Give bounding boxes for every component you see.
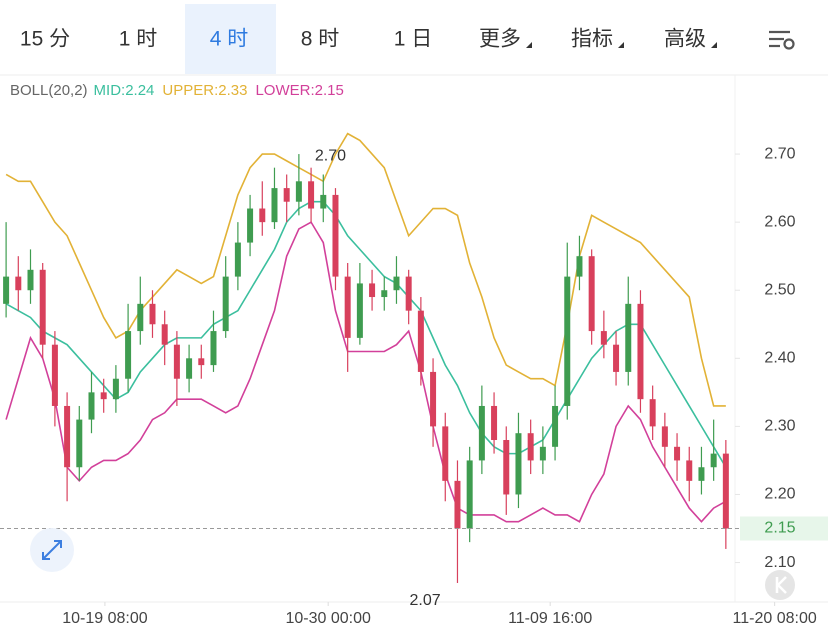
tab[interactable]: 15 分 — [20, 28, 70, 51]
settings-icon[interactable] — [769, 30, 795, 50]
candle-body — [454, 480, 461, 529]
candle-body — [247, 208, 254, 243]
candle-body — [600, 331, 607, 345]
x-tick-label: 11-20 08:00 — [733, 610, 817, 627]
candle-body — [88, 392, 95, 420]
candle-body — [186, 358, 193, 379]
candle-body — [552, 405, 559, 447]
y-tick-label: 2.70 — [764, 145, 795, 162]
candle-body — [527, 433, 534, 461]
candle-body — [369, 283, 376, 298]
candle-body — [503, 440, 510, 495]
candle-body — [405, 276, 412, 311]
candle-body — [637, 303, 644, 400]
candle-body — [210, 331, 217, 366]
candle-body — [3, 276, 10, 304]
candle-body — [283, 188, 290, 202]
y-tick-label: 2.40 — [764, 350, 795, 367]
candle-body — [15, 276, 22, 291]
candle-body — [466, 460, 473, 529]
candle-body — [417, 310, 424, 372]
legend: BOLL(20,2) MID:2.24 UPPER:2.33 LOWER:2.15 — [10, 82, 344, 99]
candle-body — [51, 344, 58, 406]
candle-body — [613, 344, 620, 372]
tab[interactable]: 4 时 — [210, 28, 249, 51]
dropdown-caret — [618, 42, 624, 48]
candle-body — [125, 331, 132, 379]
x-tick-label: 10-19 08:00 — [62, 610, 148, 627]
y-tick-label: 2.30 — [764, 418, 795, 435]
candle-body — [381, 290, 388, 298]
candle-body — [344, 276, 351, 338]
candle-body — [430, 371, 437, 427]
candle-body — [222, 276, 229, 332]
dropdown-caret — [711, 42, 717, 48]
candle-body — [478, 405, 485, 461]
candle-body — [393, 276, 400, 291]
reset-button[interactable] — [765, 570, 795, 600]
last-price-box — [740, 516, 828, 541]
candle-body — [308, 181, 315, 209]
candle-body — [686, 460, 693, 481]
tab[interactable]: 更多 — [479, 28, 521, 51]
candle-body — [271, 188, 278, 223]
candle-body — [515, 433, 522, 495]
candle-body — [539, 446, 546, 461]
candle-body — [27, 269, 34, 291]
candle-body — [161, 324, 168, 345]
candle-body — [112, 378, 119, 400]
candle-body — [234, 242, 241, 277]
candle-body — [320, 194, 327, 209]
candle-body — [588, 256, 595, 332]
last-price-label: 2.15 — [764, 520, 795, 537]
candle-body — [76, 419, 83, 468]
candle-body — [576, 256, 583, 277]
candle-body — [295, 181, 302, 202]
plot: 2.10 2.20 2.30 2.40 2.50 2.60 2.70 10-19 08:00 1… — [0, 132, 828, 627]
candle-body — [661, 426, 668, 447]
extreme-label: 2.70 — [315, 147, 346, 164]
x-tick-label: 10-30 00:00 — [285, 610, 371, 627]
dropdown-caret — [526, 42, 532, 48]
candle-body — [332, 194, 339, 277]
tab-bar: 15 分 1 时 4 时 8 时 1 日 更多 指标 高级 — [20, 4, 717, 74]
active-tab-bg — [185, 4, 276, 74]
tab[interactable]: 8 时 — [301, 28, 340, 51]
y-tick-label: 2.10 — [764, 554, 795, 571]
candle-body — [625, 303, 632, 372]
tab[interactable]: 高级 — [664, 28, 706, 51]
candle-body — [722, 453, 729, 529]
candle-body — [39, 269, 46, 345]
candle-body — [564, 276, 571, 406]
legend-entry: MID:2.24 — [94, 82, 155, 99]
candle-body — [491, 405, 498, 441]
tab[interactable]: 1 日 — [394, 28, 433, 51]
candle-body — [64, 405, 71, 468]
legend-entry: LOWER:2.15 — [255, 82, 343, 99]
candle-body — [698, 467, 705, 481]
candle-body — [137, 303, 144, 332]
x-tick-label: 11-09 16:00 — [508, 610, 592, 627]
band-line — [5, 221, 727, 523]
candle-body — [442, 426, 449, 481]
y-tick-label: 2.60 — [764, 213, 795, 230]
legend-entry: UPPER:2.33 — [162, 82, 247, 99]
expand-button[interactable] — [30, 528, 74, 572]
candle-body — [149, 303, 156, 325]
tab[interactable]: 1 时 — [119, 28, 158, 51]
candle-body — [198, 358, 205, 366]
y-tick-label: 2.50 — [764, 281, 795, 298]
tab[interactable]: 指标 — [571, 28, 613, 51]
candle-body — [674, 446, 681, 461]
candle-body — [100, 392, 107, 400]
candle-body — [173, 344, 180, 379]
indicator-name: BOLL(20,2) — [10, 82, 88, 99]
candle-body — [649, 399, 656, 427]
candle-body — [356, 283, 363, 338]
y-tick-label: 2.20 — [764, 486, 795, 503]
candle-body — [710, 453, 717, 468]
candle-body — [259, 208, 266, 223]
extreme-label: 2.07 — [409, 592, 440, 609]
